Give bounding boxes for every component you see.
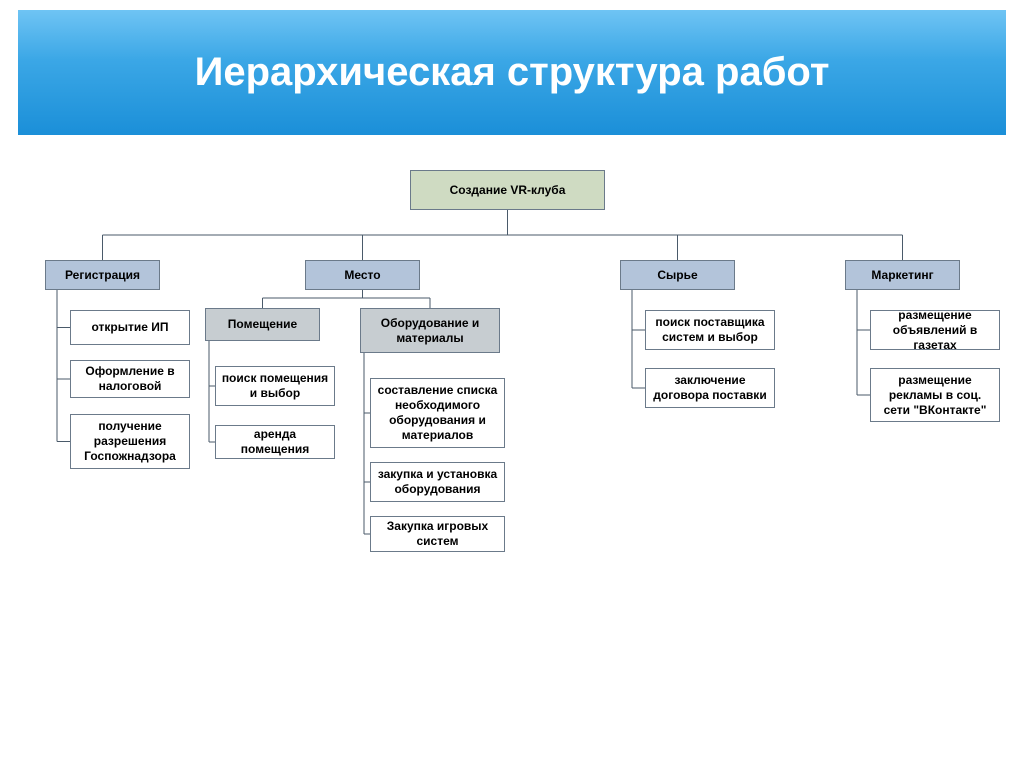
node-place: Место xyxy=(305,260,420,290)
node-mkt2: размещение рекламы в соц. сети "ВКонтакт… xyxy=(870,368,1000,422)
node-reg1: открытие ИП xyxy=(70,310,190,345)
slide-title: Иерархическая структура работ xyxy=(195,50,830,95)
node-eq2: закупка и установка оборудования xyxy=(370,462,505,502)
node-room1: поиск помещения и выбор xyxy=(215,366,335,406)
node-mkt: Маркетинг xyxy=(845,260,960,290)
node-room: Помещение xyxy=(205,308,320,341)
node-raw2: заключение договора поставки xyxy=(645,368,775,408)
node-eq3: Закупка игровых систем xyxy=(370,516,505,552)
node-eq1: составление списка необходимого оборудов… xyxy=(370,378,505,448)
node-room2: аренда помещения xyxy=(215,425,335,459)
node-reg: Регистрация xyxy=(45,260,160,290)
slide: Иерархическая структура работ Создание V… xyxy=(0,0,1024,767)
node-reg3: получение разрешения Госпожнадзора xyxy=(70,414,190,469)
node-reg2: Оформление в налоговой xyxy=(70,360,190,398)
node-root: Создание VR-клуба xyxy=(410,170,605,210)
node-raw: Сырье xyxy=(620,260,735,290)
wbs-chart: Создание VR-клуба Регистрация Место Сырье Ма… xyxy=(10,170,1014,747)
node-mkt1: размещение объявлений в газетах xyxy=(870,310,1000,350)
node-raw1: поиск поставщика систем и выбор xyxy=(645,310,775,350)
node-equip: Оборудование и материалы xyxy=(360,308,500,353)
title-bar: Иерархическая структура работ xyxy=(18,10,1006,135)
